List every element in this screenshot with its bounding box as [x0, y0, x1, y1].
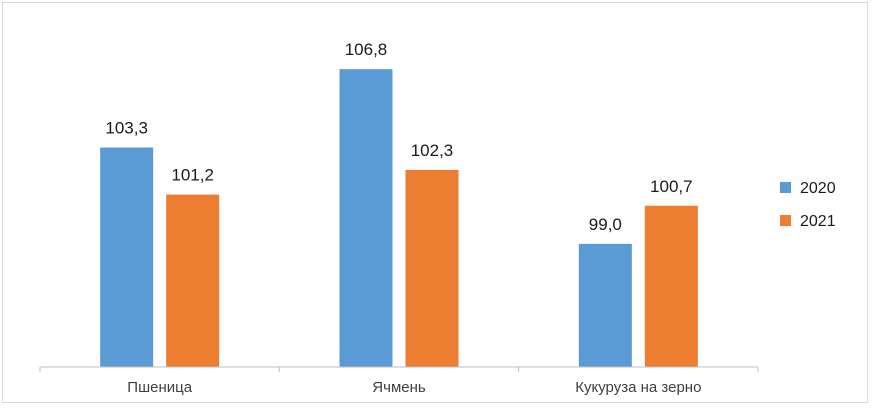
legend-swatch-2020 [780, 182, 791, 193]
category-labels: Пшеница Ячмень Кукуруза на зерно [127, 379, 701, 396]
bar-2021-2 [405, 169, 459, 367]
data-labels-layer: 103,3 101,2 106,8 102,3 99,0 100,7 [105, 40, 692, 234]
data-label-2020-3: 99,0 [589, 215, 622, 234]
data-label-2021-1: 101,2 [171, 166, 214, 185]
bar-2020-1 [100, 147, 154, 367]
category-label-1: Пшеница [127, 379, 192, 396]
bar-2020-3 [578, 243, 632, 367]
x-axis-ticks [39, 367, 759, 372]
bar-2020-2 [339, 69, 393, 367]
category-label-3: Кукуруза на зерно [575, 379, 701, 396]
data-label-2020-1: 103,3 [105, 119, 148, 138]
bar-2021-3 [644, 205, 698, 367]
data-label-2020-2: 106,8 [345, 40, 388, 59]
bar-2021-1 [166, 194, 220, 367]
category-label-2: Ячмень [372, 379, 426, 396]
legend-swatch-2021 [780, 215, 791, 226]
data-label-2021-2: 102,3 [411, 141, 454, 160]
bars-layer [100, 69, 698, 367]
data-label-2021-3: 100,7 [650, 177, 693, 196]
legend-label-2021: 2021 [800, 213, 836, 230]
legend: 2020 2021 [780, 180, 836, 230]
legend-label-2020: 2020 [800, 180, 836, 197]
